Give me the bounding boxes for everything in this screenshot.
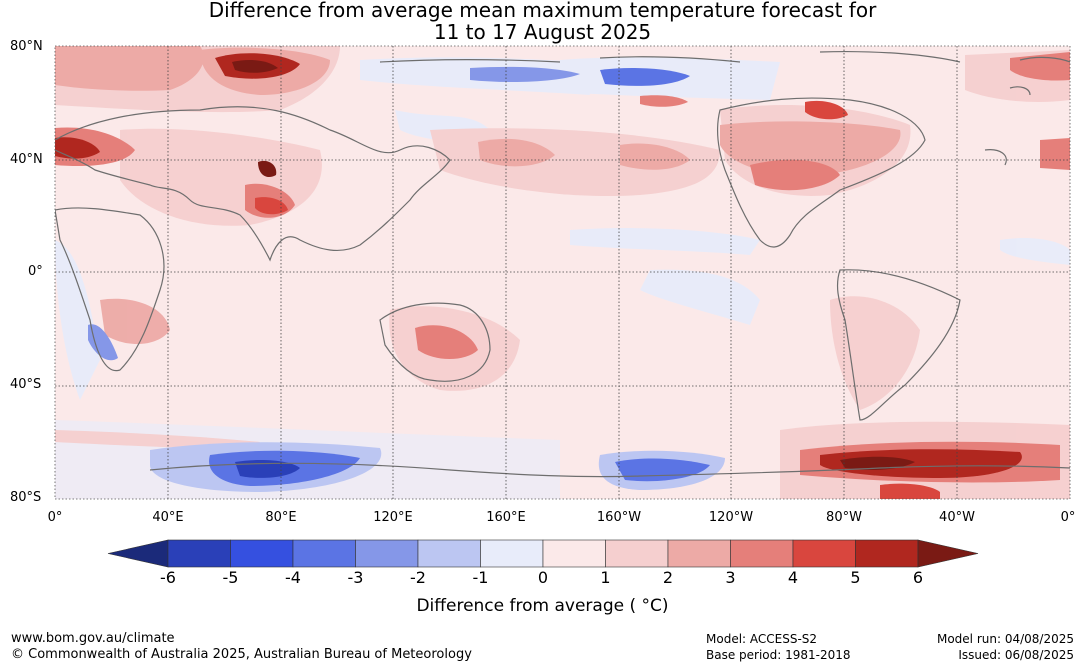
lon-label-120w: 120°W xyxy=(708,510,754,525)
australia-coast xyxy=(379,302,491,382)
lat-label-40n: 40°N xyxy=(10,152,43,167)
colorbar-segment xyxy=(355,539,419,568)
lon-label-160e: 160°E xyxy=(486,510,526,525)
colorbar-segment xyxy=(230,539,294,568)
lon-label-40w: 40°W xyxy=(939,510,975,525)
colorbar-segment xyxy=(792,539,856,568)
africa-coast xyxy=(55,207,165,372)
colorbar-tick-label: -1 xyxy=(472,568,489,587)
lon-label-120e: 120°E xyxy=(373,510,413,525)
eurasia-coast xyxy=(55,106,451,262)
colorbar-segment xyxy=(167,539,231,568)
colorbar-extend-low xyxy=(107,539,169,568)
south-america-coast xyxy=(836,269,961,421)
colorbar-segment xyxy=(292,539,356,568)
colorbar-tick-label: -4 xyxy=(285,568,301,587)
colorbar-tick-label: -2 xyxy=(410,568,426,587)
colorbar-tick-label: -5 xyxy=(222,568,239,587)
lon-label-40e: 40°E xyxy=(152,510,184,525)
lat-label-80s: 80°S xyxy=(10,490,42,505)
colorbar-tick-label: 3 xyxy=(725,568,736,587)
lon-label-0-east: 0° xyxy=(1060,510,1076,525)
lat-label-40s: 40°S xyxy=(10,377,42,392)
lon-label-80e: 80°E xyxy=(265,510,297,525)
colorbar-segment xyxy=(417,539,481,568)
north-america-coast xyxy=(716,97,926,248)
strong-warm-regions xyxy=(55,53,1022,499)
lon-label-160w: 160°W xyxy=(596,510,642,525)
colorbar-tick-label: 0 xyxy=(537,568,549,587)
arctic-coast xyxy=(379,50,961,63)
colorbar-label: Difference from average ( °C) xyxy=(416,596,669,616)
footer-copyright: © Commonwealth of Australia 2025, Austra… xyxy=(11,647,472,662)
lat-label-equator: 0° xyxy=(28,264,43,279)
europe-west-coast xyxy=(984,56,1070,166)
graticule xyxy=(55,46,1070,499)
antarctica-coast xyxy=(149,462,1070,478)
colorbar xyxy=(107,539,979,568)
map-title: Difference from average mean maximum tem… xyxy=(208,0,877,22)
colorbar-segment xyxy=(542,539,606,568)
footer-model-run: Model run: 04/08/2025 xyxy=(936,632,1074,646)
colorbar-tick-label: 2 xyxy=(662,568,674,587)
colorbar-tick-label: 4 xyxy=(787,568,799,587)
colorbar-tick-label: -3 xyxy=(347,568,364,587)
coastlines xyxy=(55,50,1070,478)
colorbar-extend-high xyxy=(917,539,979,568)
footer-issued: Issued: 06/08/2025 xyxy=(958,648,1074,662)
lon-label-0: 0° xyxy=(47,510,63,525)
lat-label-80n: 80°N xyxy=(10,39,43,54)
colorbar-tick-label: 5 xyxy=(850,568,861,587)
colorbar-tick-label: -6 xyxy=(160,568,176,587)
colorbar-tick-label: 6 xyxy=(912,568,924,587)
colorbar-tick-label: 1 xyxy=(600,568,611,587)
lon-label-80w: 80°W xyxy=(826,510,862,525)
footer-base-period: Base period: 1981-2018 xyxy=(706,648,851,662)
colorbar-segment xyxy=(855,539,919,568)
colorbar-segment xyxy=(730,539,794,568)
cool-regions xyxy=(88,66,725,492)
footer-url: www.bom.gov.au/climate xyxy=(11,631,175,646)
map-period: 11 to 17 August 2025 xyxy=(433,20,652,44)
footer-model: Model: ACCESS-S2 xyxy=(706,632,818,646)
temperature-anomaly-field xyxy=(55,46,1070,499)
colorbar-segment xyxy=(480,539,544,568)
colorbar-segment xyxy=(605,539,669,568)
map-frame xyxy=(54,45,1071,500)
colorbar-segment xyxy=(667,539,731,568)
